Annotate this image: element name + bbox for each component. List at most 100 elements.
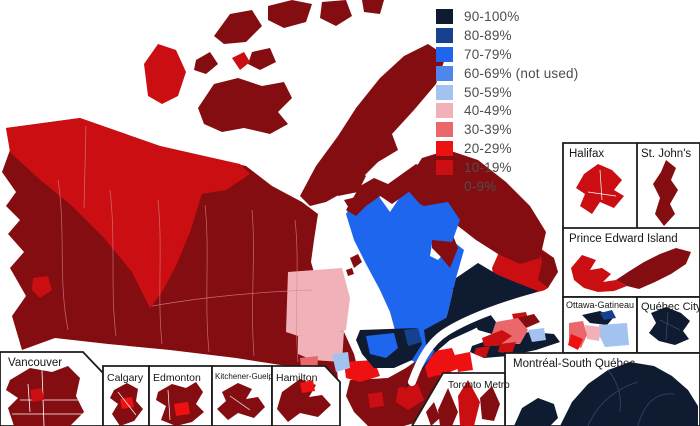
quebec-city-district-lines <box>659 311 681 341</box>
legend-swatch <box>436 178 453 194</box>
inset-vancouver: Vancouver <box>0 351 104 426</box>
legend-swatch <box>436 103 453 119</box>
region-gaspe-tip <box>518 314 540 328</box>
inset-label-vancouver: Vancouver <box>8 357 62 369</box>
kitchener-district-lines <box>229 395 251 411</box>
region-nova-scotia-red-2 <box>474 346 490 358</box>
region-arctic-island-2 <box>268 0 312 28</box>
inset-label-quebec-city: Québec City <box>641 301 700 313</box>
region-belcher-island-1 <box>350 254 362 268</box>
region-newfoundland-east <box>538 250 558 288</box>
inset-label-hamilton: Hamilton <box>276 372 318 384</box>
legend-swatch <box>436 122 453 138</box>
region-new-brunswick-lightblue <box>528 328 546 342</box>
legend-item: 90-100% <box>436 7 578 26</box>
region-vancouver-patch <box>32 276 52 298</box>
region-ottawa-darkblue <box>404 328 422 346</box>
inset-label-ottawa-gatineau: Ottawa-Gatineau <box>566 300 634 310</box>
montreal-district-lines <box>587 369 675 426</box>
hamilton-map <box>277 379 331 422</box>
st-lawrence-river <box>408 290 550 386</box>
region-yukon-nwt <box>6 118 250 308</box>
pei-map-west <box>571 255 627 292</box>
legend-swatch <box>436 46 453 62</box>
region-arctic-island-3 <box>320 0 352 26</box>
inset-label-montreal: Montréal-South Québec <box>513 358 635 370</box>
legend-label: 10-19% <box>464 160 512 176</box>
region-nova-scotia-red-1 <box>498 342 516 354</box>
inset-quebec-city: Québec City <box>636 296 700 354</box>
legend-swatch <box>436 84 453 100</box>
region-ungava-cap <box>346 164 428 216</box>
ottawa-map-pink <box>585 325 601 341</box>
legend-label: 20-29% <box>464 141 512 157</box>
legend-label: 80-89% <box>464 27 512 43</box>
district-line <box>57 179 69 331</box>
legend-swatch <box>436 65 453 81</box>
quebec-city-map <box>649 307 690 345</box>
legend-item: 30-39% <box>436 120 578 139</box>
region-labrador <box>404 150 546 264</box>
region-victoria-island <box>198 78 292 134</box>
montreal-map-west <box>514 398 558 426</box>
inset-label-pei: Prince Edward Island <box>569 233 678 245</box>
region-james-bay-south-red <box>344 360 380 382</box>
legend-item: 0-9% <box>436 177 578 196</box>
legend-swatch <box>436 141 453 157</box>
regions-50-59pct <box>332 352 350 372</box>
region-ontario-red-patch-1 <box>396 384 424 410</box>
regions-70-79pct <box>346 184 464 368</box>
region-bas-st-laurent <box>424 314 492 352</box>
pei-map-east <box>616 248 691 289</box>
legend-label: 0-9% <box>464 178 497 194</box>
district-line <box>251 209 255 357</box>
montreal-map-main <box>560 362 698 426</box>
region-quebec-east <box>404 263 538 390</box>
region-north-ontario-pink-1 <box>286 268 350 336</box>
region-ontario-lightblue <box>332 352 350 372</box>
legend-item: 80-89% <box>436 26 578 45</box>
legend-item: 20-29% <box>436 139 578 158</box>
legend-label: 70-79% <box>464 46 512 62</box>
regions-10-19pct-east <box>474 330 516 358</box>
inset-label-calgary: Calgary <box>107 372 144 384</box>
regions-20-29pct <box>344 348 473 382</box>
legend-label: 60-69% (not used) <box>464 65 579 81</box>
inset-label-kitchener-guelph: Kitchener-Guelph <box>215 372 277 381</box>
inset-label-toronto: Toronto Metro <box>448 380 510 391</box>
region-arctic-island-6 <box>194 52 218 74</box>
legend-label: 40-49% <box>464 103 512 119</box>
ottawa-map-red <box>568 334 583 350</box>
legend-label: 90-100% <box>464 8 520 24</box>
toronto-map-4 <box>426 402 440 426</box>
district-line <box>83 125 87 209</box>
ottawa-map-darkblue <box>600 310 616 320</box>
inset-montreal: Montréal-South Québec <box>504 352 700 426</box>
legend-swatch <box>436 27 453 43</box>
regions-80-89pct <box>404 328 422 346</box>
inset-ottawa-gatineau: Ottawa-Gatineau <box>562 296 638 354</box>
inset-edmonton: Edmonton <box>148 365 213 426</box>
district-line <box>157 199 163 345</box>
district-line <box>109 189 117 337</box>
calgary-district-lines <box>117 391 137 416</box>
region-belcher-island-2 <box>346 268 354 276</box>
halifax-map <box>576 164 624 214</box>
inset-label-st-johns: St. John's <box>641 148 691 160</box>
inset-pei: Prince Edward Island <box>562 227 700 298</box>
region-arctic-red-island <box>232 52 250 70</box>
regions-50-59pct-east <box>528 328 546 342</box>
legend-swatch <box>436 160 453 176</box>
legend-item: 70-79% <box>436 45 578 64</box>
vancouver-map <box>6 366 84 426</box>
region-south-shore-red-2 <box>455 352 473 372</box>
inset-label-halifax: Halifax <box>569 148 604 160</box>
legend-label: 50-59% <box>464 84 512 100</box>
district-line <box>151 289 313 307</box>
toronto-map-1 <box>438 388 458 426</box>
region-banks-island <box>144 44 186 104</box>
legend-label: 30-39% <box>464 122 512 138</box>
inset-hamilton: Hamilton <box>271 365 341 426</box>
